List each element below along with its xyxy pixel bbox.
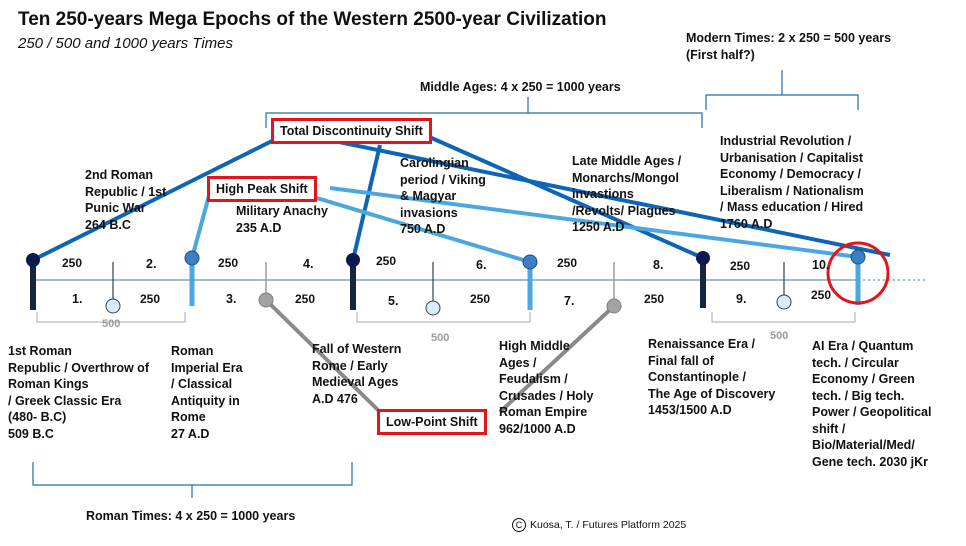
high-shift-line-ai xyxy=(329,186,859,259)
modern-times-bracket xyxy=(705,70,859,110)
total-shift-marker-bar xyxy=(350,260,356,310)
epoch-8-label: Late Middle Ages / Monarchs/Mongol invas… xyxy=(572,154,682,234)
epoch-3-label: Roman Imperial Era / Classical Antiquity… xyxy=(171,344,243,441)
total-shift-line-renaissance xyxy=(417,130,704,260)
epoch-5-label: Fall of Western Rome / Early Medieval Ag… xyxy=(312,342,402,406)
total-shift-marker-node xyxy=(696,251,710,265)
epoch-2-label: 2nd Roman Republic / 1st Punic War 264 B… xyxy=(85,168,167,232)
low-shift-line-fall xyxy=(264,298,382,414)
high-peak-marker-bar xyxy=(527,262,533,310)
total-shift-marker-bar xyxy=(700,258,706,308)
epoch-number: 8. xyxy=(653,258,664,272)
high-shift-line-middle xyxy=(309,194,531,264)
duration-label: 250 xyxy=(470,292,491,306)
roman-times-label: Roman Times: 4 x 250 = 1000 years xyxy=(86,509,296,523)
epoch-6-label: Carolingian period / Viking & Magyar inv… xyxy=(400,156,486,236)
total-discontinuity-shift-label: Total Discontinuity Shift xyxy=(271,118,432,144)
low-point-marker-node xyxy=(258,292,274,308)
half-period-label: 500 xyxy=(431,332,450,344)
duration-label: 250 xyxy=(811,288,832,302)
epoch-9-label: Renaissance Era / Final fall of Constant… xyxy=(648,337,776,417)
total-shift-marker-node xyxy=(346,253,360,267)
epoch-number: 6. xyxy=(476,258,487,272)
diagram-subtitle: 250 / 500 and 1000 years Times xyxy=(18,35,234,52)
high-peak-marker-node xyxy=(850,249,866,265)
half-bracket-middle xyxy=(356,312,531,323)
epoch-number: 7. xyxy=(564,294,575,308)
high-peak-marker-bar xyxy=(855,257,861,305)
low-shift-line-high xyxy=(498,304,616,414)
high-peak-marker-bar xyxy=(189,258,195,306)
low-point-marker-node xyxy=(606,298,622,314)
half-bracket-modern xyxy=(711,312,856,323)
high-shift-line-imperial xyxy=(190,191,212,259)
copyright-icon: C xyxy=(512,518,526,532)
ai-era-highlight-circle xyxy=(826,241,890,305)
high-peak-marker-node xyxy=(522,254,538,270)
epoch-number: 5. xyxy=(388,294,399,308)
epoch-number: 10. xyxy=(812,258,830,272)
half-period-label: 500 xyxy=(102,318,121,330)
duration-label: 250 xyxy=(218,256,239,270)
midpoint-marker-node xyxy=(776,294,792,310)
epoch-10-label: Industrial Revolution / Urbanisation / C… xyxy=(720,134,864,231)
middle-ages-label: Middle Ages: 4 x 250 = 1000 years xyxy=(420,80,621,94)
high-peak-shift-label: High Peak Shift xyxy=(207,176,317,202)
epoch-1-label: 1st Roman Republic / Overthrow of Roman … xyxy=(8,344,149,441)
epoch-number: 4. xyxy=(303,257,314,271)
half-period-label: 500 xyxy=(770,330,789,342)
epoch-number: 3. xyxy=(226,292,237,306)
duration-label: 250 xyxy=(557,256,578,270)
duration-label: 250 xyxy=(62,256,83,270)
duration-label: 250 xyxy=(730,259,751,273)
epoch-11-label: AI Era / Quantum tech. / Circular Econom… xyxy=(812,339,932,469)
duration-label: 250 xyxy=(376,254,397,268)
duration-label: 250 xyxy=(295,292,316,306)
total-shift-line-medieval xyxy=(351,144,382,261)
total-shift-marker-bar xyxy=(30,260,36,310)
middle-ages-bracket xyxy=(265,97,703,128)
high-peak-marker-node xyxy=(184,250,200,266)
credit-text: Kuosa, T. / Futures Platform 2025 xyxy=(530,519,687,531)
epoch-number: 2. xyxy=(146,257,157,271)
credit-footer: C Kuosa, T. / Futures Platform 2025 xyxy=(512,518,686,532)
roman-times-bracket xyxy=(32,462,353,498)
total-shift-marker-node xyxy=(26,253,40,267)
modern-times-label: Modern Times: 2 x 250 = 500 years (First… xyxy=(686,31,892,62)
half-bracket-roman xyxy=(36,312,186,323)
midpoint-marker-node xyxy=(105,298,121,314)
midpoint-marker-node xyxy=(425,300,441,316)
epoch-number: 9. xyxy=(736,292,747,306)
epoch-number: 1. xyxy=(72,292,83,306)
diagram-title: Ten 250-years Mega Epochs of the Western… xyxy=(18,9,607,30)
epoch-4-label: Military Anachy 235 A.D xyxy=(236,204,328,235)
duration-label: 250 xyxy=(644,292,665,306)
epoch-7-label: High Middle Ages / Feudalism / Crusades … xyxy=(499,339,594,436)
duration-label: 250 xyxy=(140,292,161,306)
low-point-shift-label: Low-Point Shift xyxy=(377,409,487,435)
